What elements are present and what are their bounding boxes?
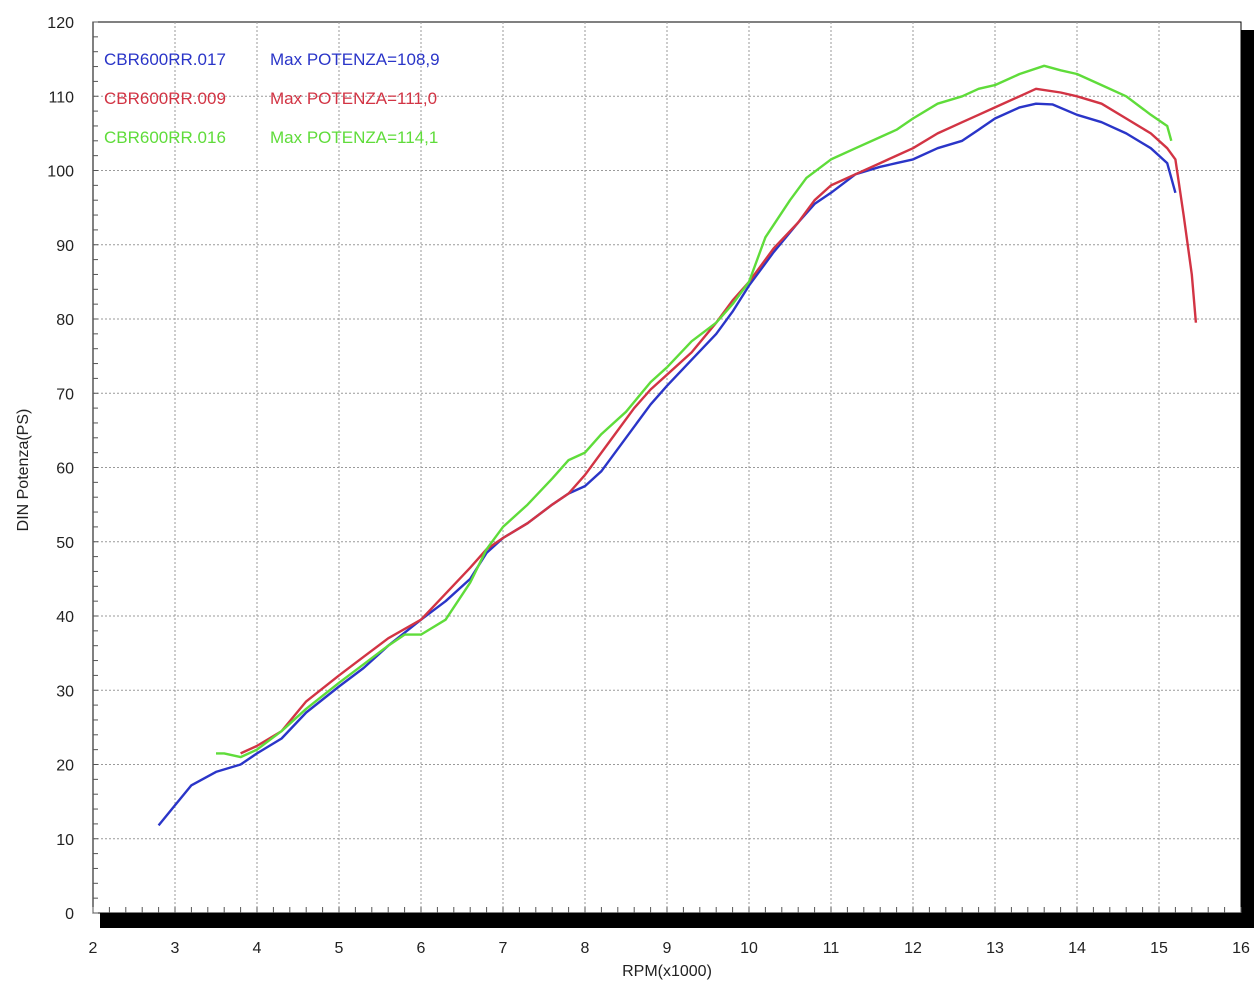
series-line-cbr600rr-016	[216, 64, 1173, 759]
y-tick-label: 90	[56, 238, 74, 255]
x-tick-label: 4	[253, 940, 262, 957]
x-tick-label: 9	[663, 940, 672, 957]
x-tick-label: 2	[89, 940, 98, 957]
y-tick-label: 30	[56, 683, 74, 700]
y-axis-title: DIN Potenza(PS)	[15, 409, 32, 532]
legend-max-power: Max POTENZA=108,9	[270, 50, 440, 69]
x-tick-label: 3	[171, 940, 180, 957]
y-tick-label: 60	[56, 461, 74, 478]
legend-series-name: CBR600RR.017	[104, 50, 226, 69]
grid-lines	[93, 22, 1241, 913]
x-tick-label: 14	[1068, 940, 1086, 957]
x-tick-label: 5	[335, 940, 344, 957]
series-line-cbr600rr-009	[240, 87, 1198, 755]
y-tick-label: 80	[56, 312, 74, 329]
legend-series-name: CBR600RR.016	[104, 128, 226, 147]
y-axis-tick-labels: 0 10 20 30 40 50 60 70 80 90 100 110 120	[47, 15, 74, 923]
x-tick-label: 7	[499, 940, 508, 957]
y-tick-label: 40	[56, 609, 74, 626]
x-tick-label: 11	[823, 940, 840, 957]
x-tick-label: 16	[1232, 940, 1250, 957]
y-tick-label: 10	[56, 832, 74, 849]
x-tick-label: 8	[581, 940, 590, 957]
x-tick-label: 10	[740, 940, 758, 957]
legend: CBR600RR.017 Max POTENZA=108,9 CBR600RR.00…	[104, 50, 440, 147]
x-tick-label: 6	[417, 940, 426, 957]
x-axis-tick-labels: 2 3 4 5 6 7 8 9 10 11 12 13 14 15 16	[89, 940, 1250, 957]
y-tick-label: 0	[65, 906, 74, 923]
x-tick-label: 15	[1150, 940, 1168, 957]
series-line-cbr600rr-017	[157, 102, 1177, 827]
x-axis-minor-ticks	[92, 21, 1242, 914]
series-lines	[157, 64, 1198, 827]
x-tick-label: 13	[986, 940, 1004, 957]
y-tick-label: 120	[47, 15, 74, 32]
legend-max-power: Max POTENZA=111,0	[270, 89, 437, 108]
y-tick-label: 70	[56, 386, 74, 403]
y-tick-label: 110	[48, 89, 74, 106]
y-tick-label: 20	[56, 758, 74, 775]
x-tick-label: 12	[904, 940, 922, 957]
legend-series-name: CBR600RR.009	[104, 89, 226, 108]
legend-max-power: Max POTENZA=114,1	[270, 128, 438, 147]
x-axis-title: RPM(x1000)	[622, 963, 712, 980]
y-tick-label: 50	[56, 535, 74, 552]
y-tick-label: 100	[47, 164, 74, 181]
